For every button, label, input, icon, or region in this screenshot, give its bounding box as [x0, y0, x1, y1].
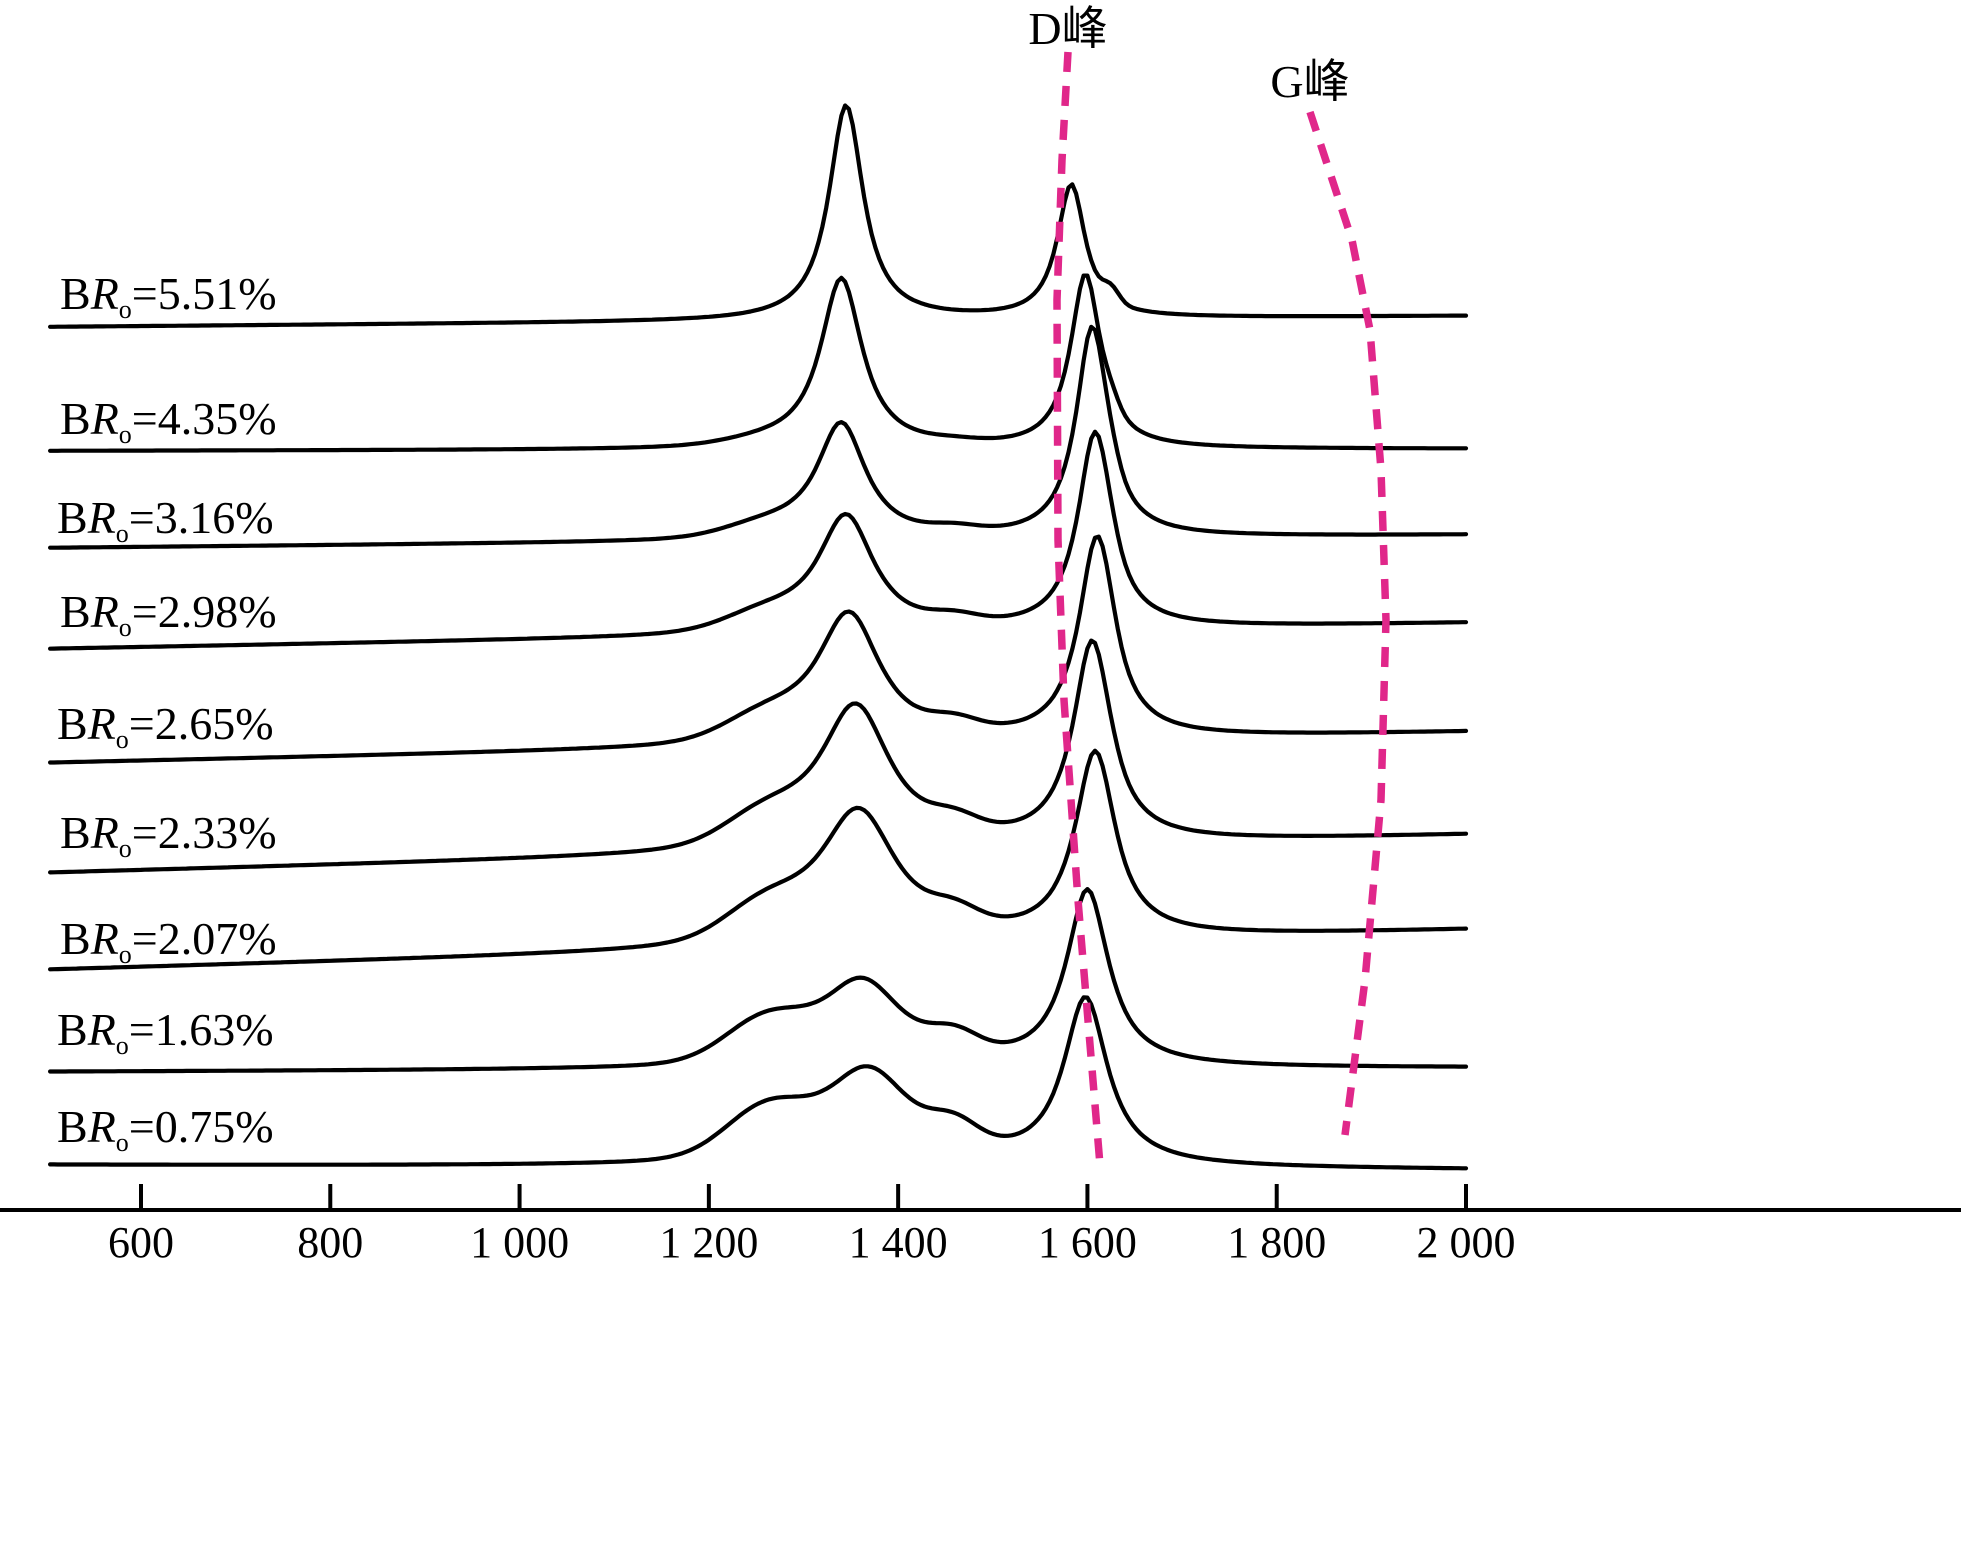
spectrum-line — [48, 534, 1469, 765]
spectrum-label: BRo=2.07% — [60, 913, 277, 969]
x-axis: 600 800 1 000 1 200 1 400 1 600 1 800 2 000 — [0, 1184, 1961, 1267]
spectrum-label: BRo=1.63% — [57, 1004, 274, 1060]
label-prefix: B — [60, 268, 91, 319]
spectrum-label: BRo=5.51% — [60, 268, 277, 324]
spectra-curves — [48, 103, 1469, 1171]
spectrum-line — [48, 103, 1469, 329]
label-subscript: o — [116, 1031, 129, 1060]
label-value: =2.65% — [129, 698, 274, 749]
label-prefix: B — [57, 492, 88, 543]
label-subscript: o — [116, 725, 129, 754]
x-tick-label: 1 200 — [659, 1218, 758, 1267]
label-subscript: o — [119, 940, 132, 969]
label-value: =1.63% — [129, 1004, 274, 1055]
label-prefix: B — [60, 393, 91, 444]
x-tick-label: 800 — [297, 1218, 363, 1267]
label-value: =2.33% — [132, 807, 277, 858]
spectrum-line — [48, 324, 1469, 550]
spectrum-label: BRo=2.98% — [60, 586, 277, 642]
x-tick-label: 1 600 — [1038, 1218, 1137, 1267]
label-symbol: R — [87, 1101, 116, 1152]
label-value: =5.51% — [132, 268, 277, 319]
label-symbol: R — [90, 586, 119, 637]
label-symbol: R — [87, 1004, 116, 1055]
spectrum-line — [48, 638, 1469, 875]
label-symbol: R — [90, 807, 119, 858]
spectrum-line — [48, 748, 1469, 972]
label-prefix: B — [57, 698, 88, 749]
x-tick-label: 1 000 — [470, 1218, 569, 1267]
label-subscript: o — [119, 295, 132, 324]
spectrum-line — [48, 429, 1469, 651]
spectrum-label: BRo=3.16% — [57, 492, 274, 548]
label-symbol: R — [87, 698, 116, 749]
g-peak-guide — [1306, 110, 1390, 1136]
x-tick-label: 2 000 — [1417, 1218, 1516, 1267]
label-symbol: R — [90, 268, 119, 319]
label-symbol: R — [87, 492, 116, 543]
d-peak-guide — [1053, 51, 1104, 1166]
peak-guides — [1053, 51, 1390, 1166]
spectrum-label: BRo=2.33% — [60, 807, 277, 863]
label-subscript: o — [116, 519, 129, 548]
spectrum-line — [48, 273, 1469, 453]
label-value: =0.75% — [129, 1101, 274, 1152]
x-tick-label: 600 — [108, 1218, 174, 1267]
spectrum-label: BRo=4.35% — [60, 393, 277, 449]
label-subscript: o — [119, 420, 132, 449]
g-peak-label: G峰 — [1270, 56, 1349, 107]
label-prefix: B — [57, 1101, 88, 1152]
label-value: =3.16% — [129, 492, 274, 543]
spectrum-line — [48, 887, 1469, 1074]
spectrum-label: BRo=2.65% — [57, 698, 274, 754]
x-tick-label: 1 800 — [1227, 1218, 1326, 1267]
spectrum-line — [48, 995, 1469, 1171]
spectrum-labels: BRo=5.51%BRo=4.35%BRo=3.16%BRo=2.98%BRo=… — [57, 268, 277, 1157]
label-prefix: B — [57, 1004, 88, 1055]
label-subscript: o — [116, 1128, 129, 1157]
label-value: =2.98% — [132, 586, 277, 637]
label-symbol: R — [90, 393, 119, 444]
x-tick-label: 1 400 — [849, 1218, 948, 1267]
label-subscript: o — [119, 613, 132, 642]
spectrum-label: BRo=0.75% — [57, 1101, 274, 1157]
label-value: =4.35% — [132, 393, 277, 444]
label-subscript: o — [119, 834, 132, 863]
label-value: =2.07% — [132, 913, 277, 964]
label-prefix: B — [60, 586, 91, 637]
d-peak-label: D峰 — [1028, 3, 1107, 54]
label-prefix: B — [60, 807, 91, 858]
label-symbol: R — [90, 913, 119, 964]
label-prefix: B — [60, 913, 91, 964]
